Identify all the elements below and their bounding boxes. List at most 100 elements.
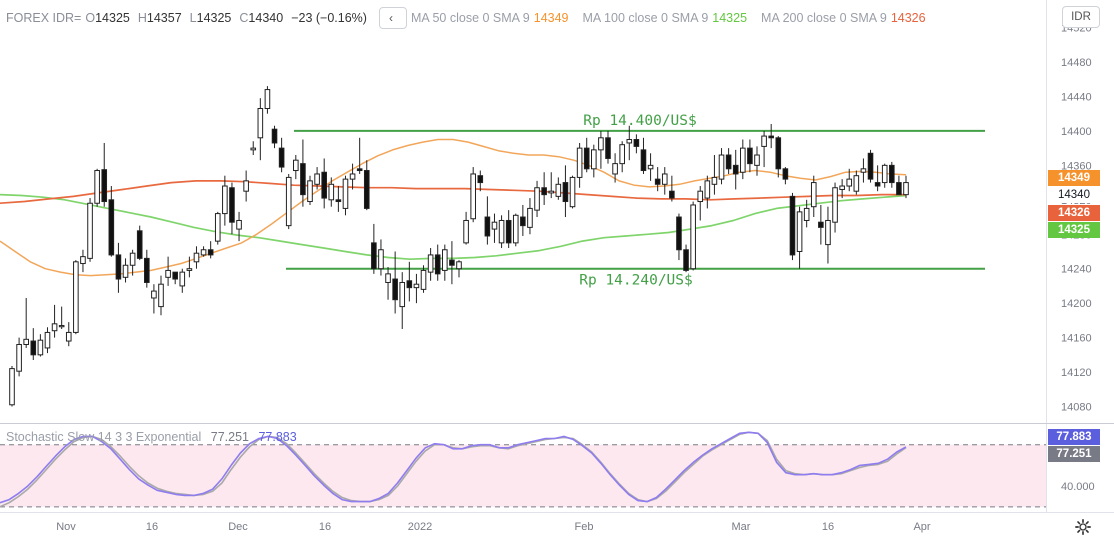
candle[interactable] <box>576 142 583 188</box>
candle[interactable] <box>122 258 129 283</box>
candle[interactable] <box>477 170 484 192</box>
candle[interactable] <box>889 161 895 188</box>
candle[interactable] <box>839 179 845 199</box>
candle[interactable] <box>498 215 505 249</box>
price-axis[interactable]: 1452014480144401440014360143201428014240… <box>0 0 1114 513</box>
candle[interactable] <box>58 306 65 329</box>
candle[interactable] <box>633 134 640 154</box>
candle[interactable] <box>647 153 654 181</box>
candle[interactable] <box>619 141 625 173</box>
candle[interactable] <box>207 241 214 259</box>
candle[interactable] <box>151 284 157 314</box>
candle[interactable] <box>810 175 817 218</box>
candle[interactable] <box>676 213 682 261</box>
candle[interactable] <box>527 198 533 235</box>
candle[interactable] <box>342 175 349 216</box>
candle[interactable] <box>598 130 604 169</box>
candle[interactable] <box>115 242 122 293</box>
candle[interactable] <box>740 139 746 180</box>
candle[interactable] <box>867 149 874 183</box>
candle[interactable] <box>605 130 611 164</box>
candle[interactable] <box>51 304 58 338</box>
candle[interactable] <box>172 271 178 285</box>
candle[interactable] <box>349 163 356 190</box>
candle[interactable] <box>434 244 441 281</box>
candle[interactable] <box>193 246 200 269</box>
candle[interactable] <box>23 297 29 348</box>
candle[interactable] <box>328 177 335 207</box>
candle[interactable] <box>583 137 590 173</box>
candle[interactable] <box>378 239 384 276</box>
candle[interactable] <box>285 173 292 230</box>
candle[interactable] <box>30 328 37 360</box>
candle[interactable] <box>853 170 860 195</box>
stochastic-pane[interactable]: 40.000 <box>0 431 1095 508</box>
candle[interactable] <box>704 175 711 209</box>
candle[interactable] <box>9 366 15 407</box>
candle[interactable] <box>406 261 413 302</box>
candle[interactable] <box>236 211 242 242</box>
candle[interactable] <box>761 130 767 168</box>
candle[interactable] <box>420 265 427 293</box>
candle[interactable] <box>65 322 72 347</box>
price-pane[interactable]: Rp 14.400/US$ Rp 14.240/US$ <box>0 86 985 407</box>
candle[interactable] <box>505 210 512 249</box>
ma200-label[interactable]: MA 200 close 0 SMA 9 <box>761 11 887 25</box>
candle[interactable] <box>732 149 739 190</box>
candle[interactable] <box>818 204 824 245</box>
candle[interactable] <box>129 249 136 276</box>
candle[interactable] <box>896 175 902 196</box>
candle[interactable] <box>87 198 93 262</box>
candle[interactable] <box>569 175 576 209</box>
candle[interactable] <box>534 180 540 218</box>
candle[interactable] <box>782 167 789 185</box>
candle[interactable] <box>392 251 398 314</box>
collapse-legend-button[interactable]: ‹ <box>378 7 407 29</box>
stochastic-label[interactable]: Stochastic Slow 14 3 3 Exponential <box>6 430 202 444</box>
candle[interactable] <box>243 170 249 202</box>
candle[interactable] <box>640 137 647 174</box>
candle[interactable] <box>250 141 257 156</box>
candle[interactable] <box>200 246 207 257</box>
candle[interactable] <box>697 186 704 221</box>
candle[interactable] <box>371 223 377 274</box>
candle[interactable] <box>385 266 391 300</box>
candle[interactable] <box>278 137 285 173</box>
candle[interactable] <box>661 167 668 195</box>
candle[interactable] <box>136 225 143 261</box>
candle[interactable] <box>73 260 79 335</box>
candle[interactable] <box>456 260 462 278</box>
candle[interactable] <box>399 272 406 329</box>
candle[interactable] <box>718 148 725 185</box>
candle[interactable] <box>158 275 164 316</box>
candle[interactable] <box>470 167 476 223</box>
candle[interactable] <box>44 327 51 354</box>
candle[interactable] <box>903 175 909 199</box>
candle[interactable] <box>725 148 732 174</box>
candle[interactable] <box>16 337 22 377</box>
candle[interactable] <box>548 172 555 199</box>
candle[interactable] <box>775 136 782 178</box>
candle[interactable] <box>690 201 696 271</box>
candle[interactable] <box>463 211 469 245</box>
candle[interactable] <box>264 86 271 114</box>
candle[interactable] <box>591 144 597 178</box>
candle[interactable] <box>214 211 221 245</box>
candle[interactable] <box>293 155 299 180</box>
candle[interactable] <box>222 175 228 226</box>
candle[interactable] <box>654 167 661 192</box>
currency-button[interactable]: IDR <box>1062 6 1100 28</box>
candle[interactable] <box>449 241 455 285</box>
candle[interactable] <box>683 244 689 273</box>
candle[interactable] <box>512 213 519 247</box>
candle[interactable] <box>626 125 633 161</box>
candle[interactable] <box>300 139 306 207</box>
candle[interactable] <box>186 256 193 278</box>
candle[interactable] <box>321 158 327 209</box>
candle[interactable] <box>612 153 618 183</box>
candle[interactable] <box>860 158 867 183</box>
candle[interactable] <box>363 160 370 211</box>
candle[interactable] <box>825 206 831 264</box>
candle[interactable] <box>484 196 491 245</box>
ma100-label[interactable]: MA 100 close 0 SMA 9 <box>582 11 709 25</box>
